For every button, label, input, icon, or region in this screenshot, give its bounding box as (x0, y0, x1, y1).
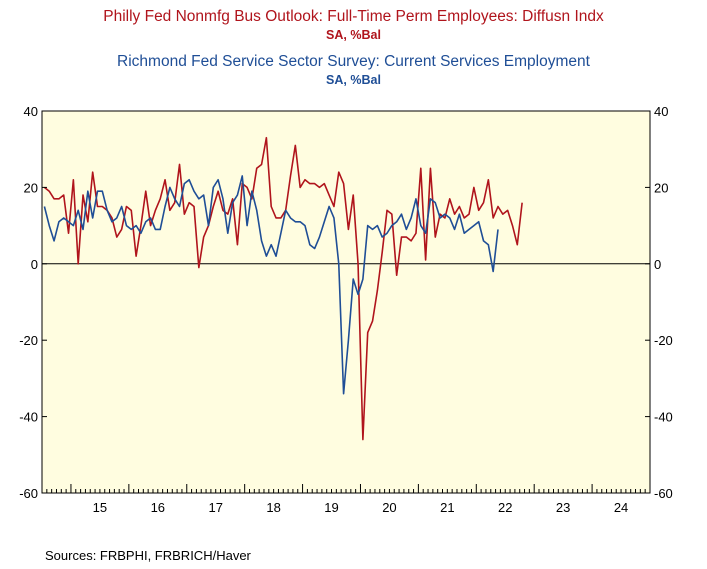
series-line-richmond (43, 175, 499, 395)
y-tick-label-left: -20 (19, 333, 38, 348)
x-tick-label: 15 (93, 500, 107, 515)
y-tick-label-right: 20 (654, 180, 668, 195)
chart-subtitle-philly: SA, %Bal (326, 28, 381, 42)
y-tick-label-right: -20 (654, 333, 673, 348)
y-tick-label-right: -40 (654, 410, 673, 425)
y-tick-label-left: 40 (24, 104, 38, 119)
x-tick-label: 21 (440, 500, 454, 515)
x-tick-label: 20 (382, 500, 396, 515)
x-tick-label: 22 (498, 500, 512, 515)
x-tick-label: 16 (151, 500, 165, 515)
y-tick-label-left: 20 (24, 180, 38, 195)
x-tick-label: 19 (324, 500, 338, 515)
plot-area (41, 110, 651, 494)
x-tick-label: 17 (208, 500, 222, 515)
y-tick-label-left: 0 (31, 257, 38, 272)
y-tick-label-right: 40 (654, 104, 668, 119)
line-chart: -60 -60 -40 -40 -20 -20 0 0 20 20 40 40 15 16 17 18 19 20… (19, 104, 673, 515)
x-tick-label: 23 (556, 500, 570, 515)
chart-title-philly: Philly Fed Nonmfg Bus Outlook: Full-Time… (103, 8, 604, 25)
sources-note: Sources: FRBPHI, FRBRICH/Haver (45, 548, 251, 563)
chart-title-richmond: Richmond Fed Service Sector Survey: Curr… (117, 53, 590, 70)
y-tick-label-right: 0 (654, 257, 661, 272)
y-tick-label-right: -60 (654, 486, 673, 501)
y-tick-label-left: -60 (19, 486, 38, 501)
y-tick-label-left: -40 (19, 410, 38, 425)
chart-subtitle-richmond: SA, %Bal (326, 73, 381, 87)
x-tick-label: 24 (614, 500, 628, 515)
x-tick-label: 18 (266, 500, 280, 515)
